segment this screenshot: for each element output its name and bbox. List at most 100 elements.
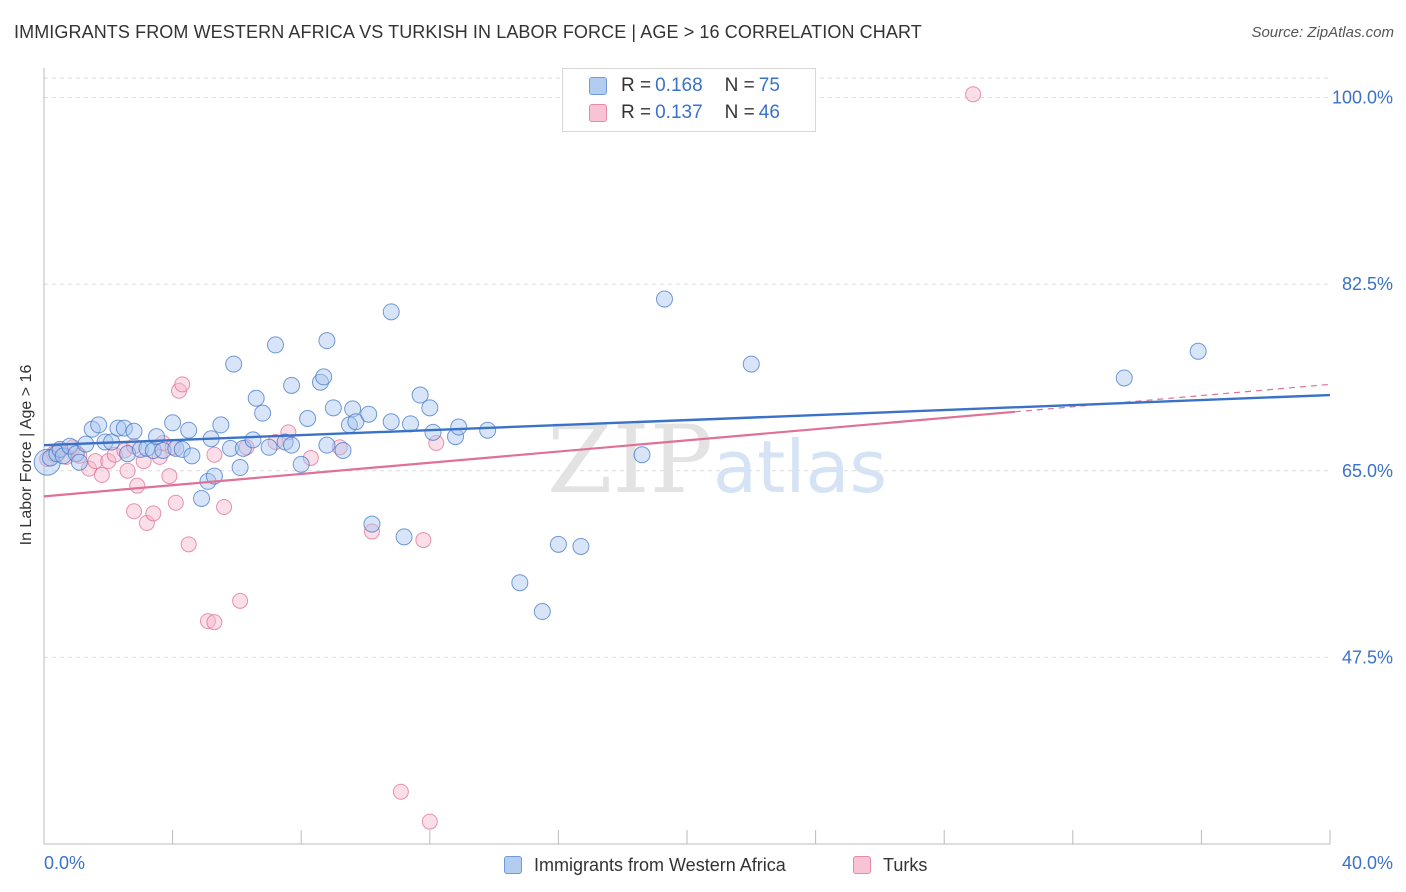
western-africa-point [315,368,333,386]
legend-n-label: N = [724,75,755,96]
western-africa-point [212,416,230,434]
turks-point [145,505,162,522]
watermark-atlas: atlas [713,425,887,509]
legend-swatch-pink [589,104,607,122]
bottom-legend-label: Turks [883,854,928,875]
turks-point [126,503,143,520]
western-africa-point [549,535,567,553]
stats-legend: R = 0.168 N = 75 R = 0.137 N = 46 [562,68,816,132]
turks-point [392,783,409,800]
western-africa-point [70,453,88,471]
western-africa-point [125,422,143,440]
western-africa-point [360,405,378,423]
turks-point [129,477,146,494]
turks-point [302,449,319,466]
bottom-legend-swatch-blue [504,856,522,874]
western-africa-point [1189,342,1207,360]
source-label: Source: ZipAtlas.com [1251,24,1394,41]
trend-lines [43,383,1331,498]
turks-point [199,613,216,630]
western-africa-point [183,447,201,465]
western-africa-point [347,413,365,431]
axes [43,68,1331,845]
western-africa-point [154,441,172,459]
western-africa-point [247,389,265,407]
turks-point [119,462,136,479]
y-tick-label: 82.5% [1342,274,1393,294]
bottom-legend-turks: Turks [853,852,927,878]
western-africa-point [173,440,191,458]
tick-labels: 47.5% 65.0% 82.5% 100.0% 0.0% 40.0% [44,88,1393,874]
western-africa-point [33,448,61,476]
turks-trend-line [43,410,1016,498]
western-africa-point [742,355,760,373]
legend-r-label: R = [621,75,652,96]
western-africa-point [109,419,127,437]
legend-n-value: 75 [758,75,780,96]
western-africa-point [344,400,362,418]
turks-point [100,453,117,470]
legend-row-turks: R = 0.137 N = 46 [589,101,780,125]
western-africa-point [1115,369,1133,387]
turks-point [428,435,445,452]
western-africa-point [283,376,301,394]
western-africa-point [54,447,72,465]
legend-r-value: 0.137 [655,102,703,123]
turks-point [206,614,223,631]
bottom-legend-western-africa: Immigrants from Western Africa [504,852,786,878]
western-africa-point [311,373,329,391]
chart-title: IMMIGRANTS FROM WESTERN AFRICA VS TURKIS… [14,22,922,42]
turks-point [167,494,184,511]
y-tick-label: 100.0% [1332,88,1393,108]
western-africa-point [221,439,239,457]
western-africa-point [115,419,133,437]
western-africa-point [382,303,400,321]
western-africa-point [180,421,198,439]
turks-point [232,592,249,609]
western-africa-point [424,423,442,441]
turks-point [363,523,380,540]
x-tick-label: 40.0% [1342,853,1393,873]
turks-point [415,532,432,549]
western-africa-point [324,399,342,417]
legend-r-value: 0.168 [655,75,703,96]
western-africa-point [231,459,249,477]
bottom-legend-label: Immigrants from Western Africa [534,854,786,875]
western-africa-point [655,290,673,308]
western-africa-point [234,439,252,457]
turks-trend-extension [1014,383,1331,413]
western-africa-point [363,515,381,533]
legend-r-label: R = [621,102,652,123]
western-africa-point [119,445,137,463]
turks-point [331,439,348,456]
x-tick-label: 0.0% [44,853,85,873]
turks-point [421,813,438,830]
western-africa-point [299,409,317,427]
western-africa-point [260,438,278,456]
western-africa-point [450,418,468,436]
western-africa-points [33,290,1207,621]
western-africa-point [633,446,651,464]
western-africa-point [254,404,272,422]
turks-point [138,515,155,532]
western-africa-point [411,386,429,404]
western-africa-point [421,399,439,417]
western-africa-point [572,537,590,555]
turks-point [161,468,178,485]
western-africa-point [334,441,352,459]
western-africa-point [292,455,310,473]
western-africa-point [318,332,336,350]
western-africa-point [283,436,301,454]
y-tick-label: 65.0% [1342,461,1393,481]
turks-point [87,453,104,470]
western-africa-point [90,416,108,434]
western-africa-point [402,415,420,433]
y-tick-label: 47.5% [1342,647,1393,667]
bottom-legend-swatch-pink [853,856,871,874]
western-africa-point [479,421,497,439]
turks-point [174,376,191,393]
legend-row-western-africa: R = 0.168 N = 75 [589,74,780,98]
western-africa-point [318,436,336,454]
turks-point [93,467,110,484]
